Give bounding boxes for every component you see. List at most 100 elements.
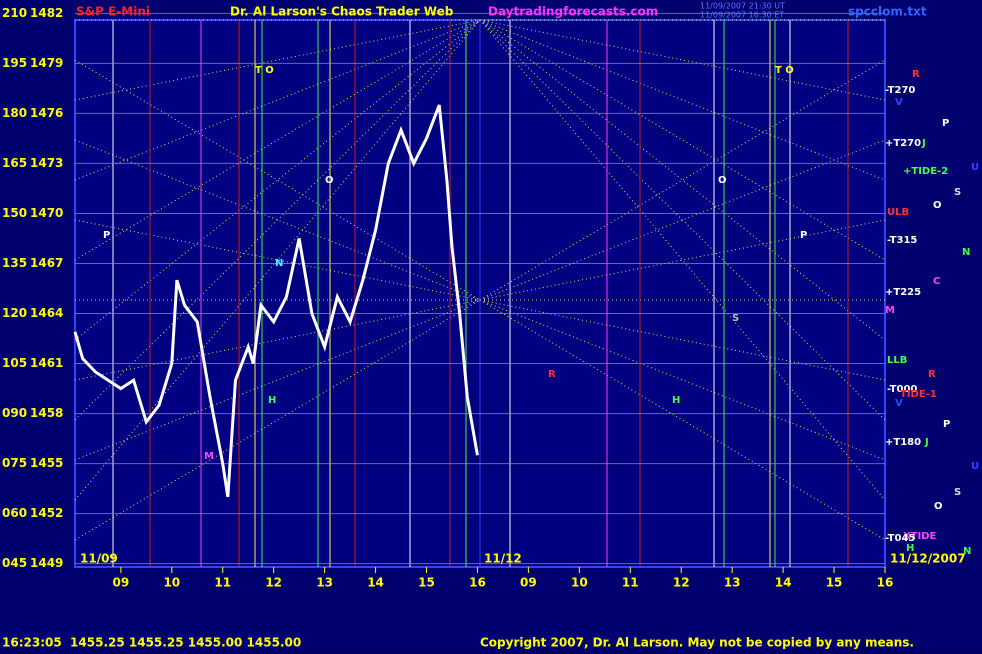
annotation: R <box>548 369 556 380</box>
annotation: +T225 <box>885 287 921 298</box>
y-tick-label: 1464 <box>30 306 63 320</box>
annotation: ULB <box>887 207 909 218</box>
cycle-line <box>479 19 886 181</box>
x-tick-label: 15 <box>826 576 843 590</box>
cycle-line <box>74 19 481 501</box>
annotation: P <box>943 419 950 430</box>
y-tick-label: 1449 <box>30 556 63 570</box>
annotation: V <box>895 97 903 108</box>
annotation: O <box>933 200 942 211</box>
annotation: O <box>718 175 727 186</box>
x-tick-label: 15 <box>418 576 435 590</box>
annotation: S <box>732 313 739 324</box>
annotation: M <box>885 305 895 316</box>
annotation: T O <box>255 65 274 76</box>
annotation: H <box>268 395 276 406</box>
cycle-line <box>479 299 886 541</box>
file-name: spcclom.txt <box>848 5 927 19</box>
annotation: J <box>921 138 926 149</box>
x-tick-label: 13 <box>724 576 741 590</box>
cycle-line <box>74 219 481 301</box>
y-tick-label: 1479 <box>30 56 63 70</box>
cycle-line <box>479 299 886 461</box>
y-tick-label: 1461 <box>30 356 63 370</box>
symbol: S&P E-Mini <box>76 5 150 19</box>
annotation: +T180 <box>885 437 921 448</box>
y2-tick-label: 060 <box>2 506 27 520</box>
cycle-line <box>74 299 481 541</box>
cycle-line <box>74 139 481 301</box>
annotation: N <box>275 258 283 269</box>
cycle-line <box>74 59 481 301</box>
annotation: M <box>204 451 214 462</box>
y2-tick-label: 075 <box>2 456 27 470</box>
x-tick-label: 16 <box>877 576 894 590</box>
y-tick-label: 1467 <box>30 256 63 270</box>
annotation: S <box>954 487 961 498</box>
cycle-line <box>74 19 481 421</box>
cycle-line <box>74 19 481 181</box>
x-tick-label: 16 <box>469 576 486 590</box>
annotation: R <box>912 69 920 80</box>
annotation: S <box>954 187 961 198</box>
cycle-line <box>479 19 886 101</box>
x-tick-label: 11 <box>214 576 231 590</box>
annotation: U <box>971 162 979 173</box>
cycle-line <box>479 19 886 421</box>
annotation: +TIDE-2 <box>903 166 948 177</box>
annotation: O <box>934 501 943 512</box>
annotation: J <box>924 437 929 448</box>
annotation: T O <box>775 65 794 76</box>
y2-tick-label: 165 <box>2 156 27 170</box>
y2-tick-label: 210 <box>2 6 27 20</box>
y-tick-label: 1482 <box>30 6 63 20</box>
copyright: Copyright 2007, Dr. Al Larson. May not b… <box>480 636 914 650</box>
y-tick-label: 1470 <box>30 206 63 220</box>
y-tick-label: 1476 <box>30 106 63 120</box>
annotation: P <box>103 230 110 241</box>
cycle-line <box>479 219 886 301</box>
cycle-line <box>479 19 886 261</box>
annotation: U <box>971 461 979 472</box>
date-label: 11/12 <box>484 552 522 566</box>
date-label: 11/12/2007 <box>890 552 966 566</box>
x-tick-label: 09 <box>112 576 129 590</box>
annotation: XTIDE <box>903 531 937 542</box>
date-label: 11/09 <box>80 552 118 566</box>
annotation: C <box>933 276 940 287</box>
annotation: TIDE-1 <box>900 389 937 400</box>
x-tick-label: 10 <box>163 576 180 590</box>
annotation: P <box>942 118 949 129</box>
annotation: R <box>928 369 936 380</box>
y2-tick-label: 090 <box>2 406 27 420</box>
cycle-line <box>479 19 886 501</box>
annotation: N <box>962 247 970 258</box>
quote: 16:23:05 1455.25 1455.25 1455.00 1455.00 <box>2 636 301 650</box>
annotation: LLB <box>887 355 907 366</box>
annotation: V <box>895 398 903 409</box>
x-tick-label: 11 <box>622 576 639 590</box>
y2-tick-label: 120 <box>2 306 27 320</box>
cycle-line <box>74 299 481 461</box>
y2-tick-label: 105 <box>2 356 27 370</box>
x-tick-label: 13 <box>316 576 333 590</box>
annotation: -T270 <box>885 85 915 96</box>
annotation: O <box>325 175 334 186</box>
y2-tick-label: 135 <box>2 256 27 270</box>
site: Daytradingforecasts.com <box>488 5 658 19</box>
cycle-line <box>479 59 886 301</box>
x-tick-label: 14 <box>775 576 792 590</box>
annotation: -T045 <box>885 533 915 544</box>
timestamp: 11/09/2007 21:30 UT <box>700 2 785 11</box>
y2-tick-label: 045 <box>2 556 27 570</box>
y2-tick-label: 150 <box>2 206 27 220</box>
x-tick-label: 10 <box>571 576 588 590</box>
y-tick-label: 1473 <box>30 156 63 170</box>
y-tick-label: 1455 <box>30 456 63 470</box>
cycle-line <box>479 139 886 301</box>
annotation: N <box>963 546 971 557</box>
price-line <box>73 104 479 498</box>
x-tick-label: 12 <box>265 576 282 590</box>
